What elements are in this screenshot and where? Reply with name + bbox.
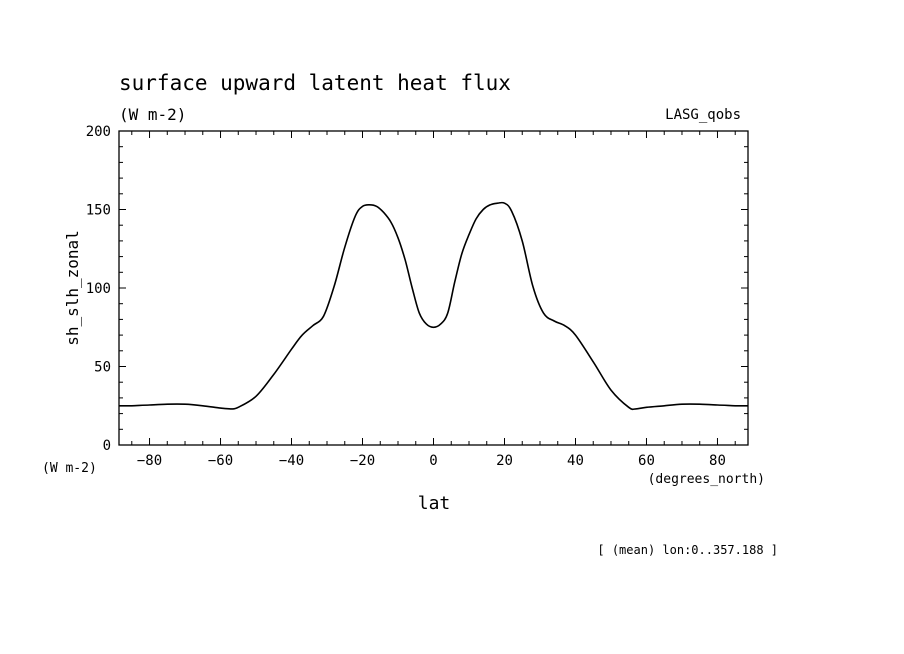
x-tick-label: 40 xyxy=(567,453,584,469)
dataset-label: LASG_qobs xyxy=(665,107,741,123)
x-tick-label: −60 xyxy=(208,453,233,469)
y-axis-ticks: 0 50 100 150 200 xyxy=(86,124,748,454)
y-tick-label: 150 xyxy=(86,203,111,219)
y-axis-label: sh_slh_zonal xyxy=(63,230,82,346)
x-axis-label: lat xyxy=(418,493,451,514)
x-tick-label: −20 xyxy=(350,453,375,469)
chart-units: (W m-2) xyxy=(119,105,186,124)
x-units-label: (degrees_north) xyxy=(648,472,765,487)
y-tick-label: 100 xyxy=(86,281,111,297)
series-line xyxy=(118,201,749,411)
x-tick-label: 20 xyxy=(496,453,513,469)
y-units-label: (W m-2) xyxy=(42,461,97,476)
chart-title: surface upward latent heat flux xyxy=(119,71,511,95)
x-tick-label: 80 xyxy=(709,453,726,469)
x-tick-label: 0 xyxy=(429,453,437,469)
axes xyxy=(118,130,749,446)
x-tick-label: 60 xyxy=(638,453,655,469)
x-axis-ticks: −80 −60 −40 −20 0 20 40 60 80 xyxy=(131,131,736,469)
y-tick-label: 0 xyxy=(103,438,111,454)
x-tick-label: −80 xyxy=(137,453,162,469)
footnote: [ (mean) lon:0..357.188 ] xyxy=(597,543,778,557)
y-tick-label: 50 xyxy=(94,360,111,376)
y-tick-label: 200 xyxy=(86,124,111,140)
plot-frame xyxy=(118,130,749,446)
x-tick-label: −40 xyxy=(279,453,304,469)
